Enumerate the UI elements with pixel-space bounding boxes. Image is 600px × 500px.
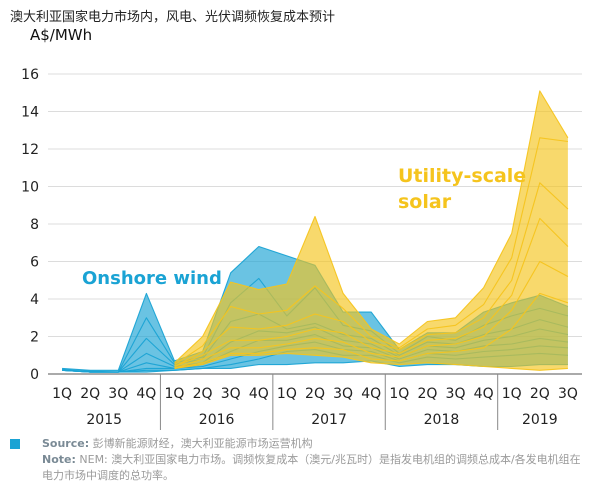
series-line: [174, 352, 568, 371]
note-row: Note: NEM: 澳大利亚国家电力市场。调频恢复成本（澳元/兆瓦时）是指发电…: [10, 452, 590, 484]
series-layer: [62, 90, 569, 373]
x-tick-label: 1Q: [389, 386, 409, 402]
series-line: [174, 292, 569, 369]
x-axis: 1Q 2Q 3Q 4Q 1Q 2Q 3Q 4Q 1Q 2Q 3Q 4Q 1Q 2Q 3Q 4Q 1Q 2Q 3Q20…: [48, 373, 582, 430]
x-tick-label: 3Q: [333, 386, 353, 402]
series-line: [174, 137, 568, 366]
x-tick-label: 1Q: [277, 386, 297, 402]
series-line: [174, 90, 569, 364]
x-tick-label: 3Q: [558, 386, 578, 402]
annotation-line: solar: [398, 191, 452, 213]
annotation-onshore-wind: Onshore wind: [82, 268, 222, 289]
note-label: Note:: [42, 453, 76, 466]
x-tick-label: 4Q: [361, 386, 381, 402]
legend-swatch-icon: [10, 439, 20, 449]
chart-area: 0 2 4 6 8 10 12 14 16 1Q 2Q 3Q 4Q 1Q 2Q 3Q 4Q 1Q 2Q 3Q 4Q 1Q…: [21, 67, 582, 430]
x-tick-label: 2Q: [193, 386, 213, 402]
x-tick-label: 1Q: [165, 386, 185, 402]
year-label: 2017: [311, 412, 347, 428]
annotations: Onshore wind Utility-scale solar: [82, 165, 526, 289]
y-tick-label: 2: [30, 330, 39, 346]
chart-footer: Source: 彭博新能源财经，澳大利亚能源市场运营机构 Note: NEM: …: [10, 436, 590, 484]
chart-title: 澳大利亚国家电力市场内，风电、光伏调频恢复成本预计: [10, 10, 336, 25]
x-tick-label: 1Q: [502, 386, 522, 402]
year-label: 2016: [199, 412, 235, 428]
y-tick-label: 8: [30, 217, 39, 233]
series-band: [174, 90, 568, 371]
x-tick-label: 3Q: [221, 386, 241, 402]
x-tick-label: 2Q: [80, 386, 100, 402]
x-tick-label: 3Q: [446, 386, 466, 402]
year-label: 2019: [522, 412, 558, 428]
series-line: [174, 260, 569, 369]
series-line: [174, 217, 569, 368]
annotation-utility-scale-solar: Utility-scale solar: [398, 165, 526, 213]
source-row: Source: 彭博新能源财经，澳大利亚能源市场运营机构: [10, 436, 590, 452]
y-tick-label: 10: [21, 180, 39, 196]
y-tick-labels: 0 2 4 6 8 10 12 14 16: [21, 67, 39, 383]
x-tick-label: 2Q: [305, 386, 325, 402]
x-tick-label: 2Q: [417, 386, 437, 402]
note-text: NEM: 澳大利亚国家电力市场。调频恢复成本（澳元/兆瓦时）是指发电机组的调频总…: [42, 453, 581, 482]
x-tick-label: 4Q: [474, 386, 494, 402]
year-label: 2018: [424, 412, 460, 428]
y-tick-label: 6: [30, 255, 39, 271]
y-tick-label: 14: [21, 105, 39, 121]
year-label: 2015: [86, 412, 122, 428]
x-tick-label: 4Q: [249, 386, 269, 402]
series-line: [174, 182, 569, 367]
x-tick-label: 3Q: [108, 386, 128, 402]
y-tick-label: 0: [30, 367, 39, 383]
x-tick-label: 1Q: [52, 386, 72, 402]
source-label: Source:: [42, 437, 90, 450]
y-tick-label: 16: [21, 67, 39, 83]
x-tick-label: 4Q: [136, 386, 156, 402]
y-tick-label: 4: [30, 292, 39, 308]
source-text: 彭博新能源财经，澳大利亚能源市场运营机构: [92, 437, 313, 450]
annotation-line: Utility-scale: [398, 165, 526, 187]
y-tick-label: 12: [21, 142, 39, 158]
x-tick-label: 2Q: [530, 386, 550, 402]
series-1: [174, 90, 569, 371]
y-axis-unit-label: A$/MWh: [30, 26, 93, 44]
